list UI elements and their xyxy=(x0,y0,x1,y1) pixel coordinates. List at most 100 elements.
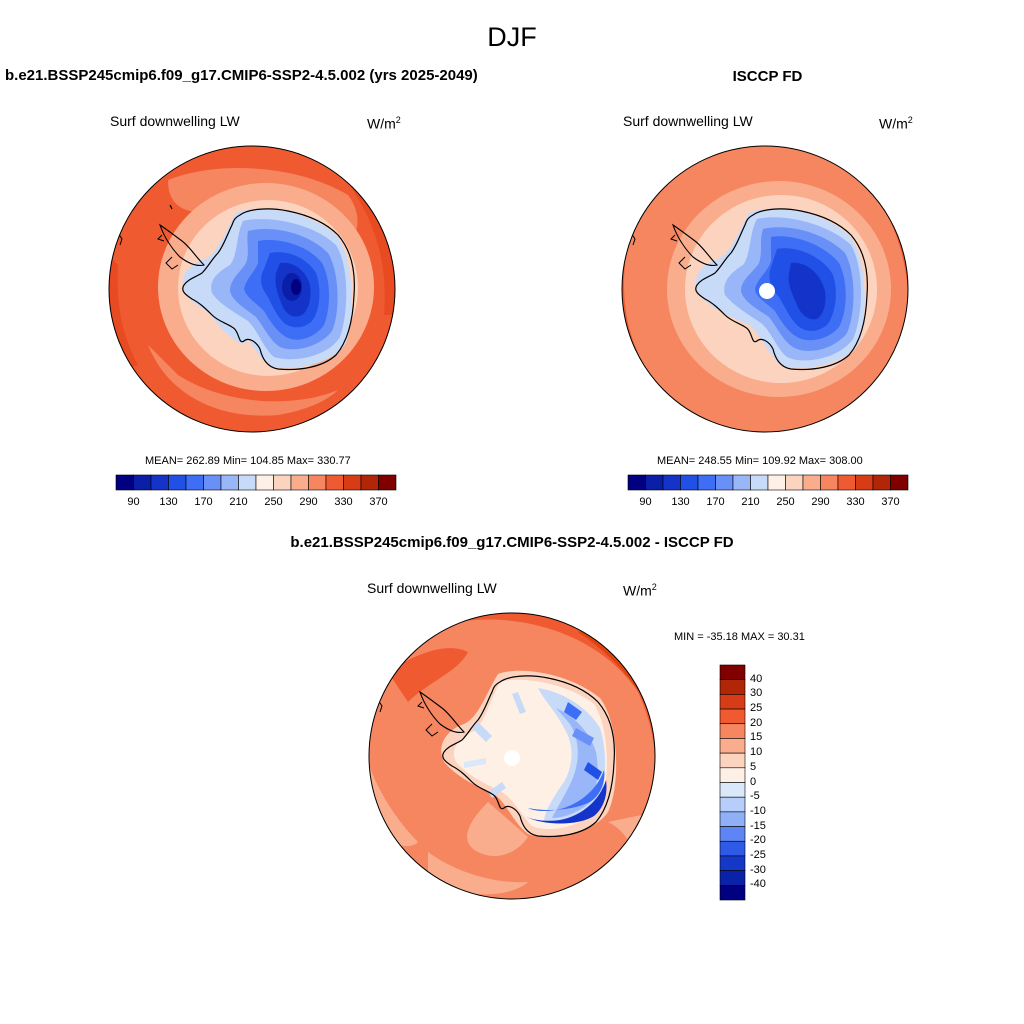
diff-colorbar-tick-label: 10 xyxy=(750,746,763,759)
diff-polar-map xyxy=(368,612,656,900)
case-colorbar-labels: 90 130 170 210 250 290 330 370 xyxy=(116,496,396,510)
case-colorbar-box xyxy=(325,474,344,491)
obs-colorbar-tick-label: 170 xyxy=(706,496,725,508)
obs-colorbar-box xyxy=(680,474,699,491)
case-colorbar-box xyxy=(185,474,204,491)
obs-colorbar-box xyxy=(662,474,681,491)
obs-colorbar-box xyxy=(820,474,839,491)
obs-colorbar-box xyxy=(627,474,646,491)
diff-variable-label: Surf downwelling LW xyxy=(367,580,497,596)
diff-colorbar-tick-label: 25 xyxy=(750,702,763,715)
diff-colorbar-tick-label: -5 xyxy=(750,790,760,803)
case-colorbar-tick-label: 170 xyxy=(194,496,213,508)
diff-colorbar-box xyxy=(719,752,746,769)
case-colorbar xyxy=(115,474,397,491)
obs-colorbar-box xyxy=(767,474,786,491)
case-colorbar-box xyxy=(168,474,187,491)
diff-colorbar-box xyxy=(719,723,746,739)
diff-colorbar-tick-label: 30 xyxy=(750,687,763,700)
case-colorbar-box xyxy=(150,474,169,491)
case-colorbar-box xyxy=(290,474,309,491)
obs-colorbar-tick-label: 290 xyxy=(811,496,830,508)
diff-colorbar-tick-label: 20 xyxy=(750,716,763,729)
obs-colorbar-box xyxy=(697,474,716,491)
diff-colorbar-labels: 40 30 25 20 15 10 5 0 -5 -10 -15 -20 -25 -30 -40 xyxy=(750,665,790,900)
case-colorbar-box xyxy=(115,474,134,491)
obs-colorbar-box xyxy=(732,474,751,491)
obs-units-label: W/m2 xyxy=(879,115,913,132)
case-panel-title: b.e21.BSSP245cmip6.f09_g17.CMIP6-SSP2-4.… xyxy=(5,67,478,84)
diff-colorbar-box xyxy=(719,840,746,857)
diff-colorbar-box xyxy=(719,826,746,842)
case-colorbar-box xyxy=(378,474,397,491)
case-colorbar-box xyxy=(238,474,257,491)
obs-colorbar-labels: 90 130 170 210 250 290 330 370 xyxy=(628,496,908,510)
diff-colorbar xyxy=(719,664,746,901)
diff-colorbar-box xyxy=(719,855,746,871)
case-colorbar-tick-label: 90 xyxy=(127,496,140,508)
case-units-label: W/m2 xyxy=(367,115,401,132)
case-colorbar-tick-label: 330 xyxy=(334,496,353,508)
obs-colorbar-tick-label: 250 xyxy=(776,496,795,508)
obs-colorbar-box xyxy=(837,474,856,491)
diff-stats: MIN = -35.18 MAX = 30.31 xyxy=(674,631,805,643)
diff-colorbar-box xyxy=(719,796,746,813)
diff-colorbar-tick-label: -15 xyxy=(750,819,766,832)
case-colorbar-tick-label: 210 xyxy=(229,496,248,508)
diff-colorbar-box xyxy=(719,664,746,680)
diff-colorbar-box xyxy=(719,885,746,901)
obs-colorbar-tick-label: 370 xyxy=(881,496,900,508)
case-colorbar-box xyxy=(203,474,222,491)
case-polar-map xyxy=(108,145,396,433)
case-colorbar-tick-label: 370 xyxy=(369,496,388,508)
obs-colorbar-tick-label: 90 xyxy=(639,496,652,508)
case-colorbar-box xyxy=(133,474,152,491)
diff-colorbar-tick-label: -10 xyxy=(750,804,766,817)
obs-colorbar-box xyxy=(890,474,909,491)
obs-colorbar-tick-label: 330 xyxy=(846,496,865,508)
diff-colorbar-tick-label: 5 xyxy=(750,760,757,773)
obs-colorbar-box xyxy=(855,474,874,491)
obs-stats: MEAN= 248.55 Min= 109.92 Max= 308.00 xyxy=(657,455,863,467)
obs-colorbar-box xyxy=(785,474,804,491)
obs-colorbar-tick-label: 210 xyxy=(741,496,760,508)
diff-colorbar-tick-label: -40 xyxy=(750,878,766,891)
diff-colorbar-tick-label: -30 xyxy=(750,863,766,876)
diff-units-label: W/m2 xyxy=(623,582,657,599)
diff-colorbar-tick-label: 40 xyxy=(750,672,763,685)
diff-colorbar-box xyxy=(719,767,746,783)
case-colorbar-box xyxy=(220,474,239,491)
diff-colorbar-tick-label: 0 xyxy=(750,775,757,788)
obs-colorbar-box xyxy=(802,474,821,491)
case-colorbar-box xyxy=(273,474,292,491)
obs-colorbar-box xyxy=(872,474,891,491)
diff-colorbar-tick-label: -20 xyxy=(750,834,766,847)
case-colorbar-tick-label: 250 xyxy=(264,496,283,508)
diff-colorbar-box xyxy=(719,694,746,710)
diff-colorbar-box xyxy=(719,811,746,827)
case-colorbar-box xyxy=(308,474,327,491)
diff-colorbar-box xyxy=(719,708,746,725)
diff-colorbar-box xyxy=(719,738,746,754)
case-variable-label: Surf downwelling LW xyxy=(110,113,240,129)
obs-colorbar-box xyxy=(645,474,664,491)
obs-colorbar-box xyxy=(750,474,769,491)
season-title: DJF xyxy=(487,22,537,52)
obs-panel-title: ISCCP FD xyxy=(732,68,803,85)
diff-colorbar-box xyxy=(719,679,746,695)
obs-colorbar-box xyxy=(715,474,734,491)
obs-colorbar xyxy=(627,474,909,491)
diff-colorbar-tick-label: -25 xyxy=(750,848,766,861)
obs-colorbar-tick-label: 130 xyxy=(671,496,690,508)
case-colorbar-box xyxy=(255,474,274,491)
diff-panel-title: b.e21.BSSP245cmip6.f09_g17.CMIP6-SSP2-4.… xyxy=(290,534,734,551)
case-colorbar-tick-label: 130 xyxy=(159,496,178,508)
obs-polar-map xyxy=(621,145,909,433)
case-stats: MEAN= 262.89 Min= 104.85 Max= 330.77 xyxy=(145,455,351,467)
case-colorbar-box xyxy=(343,474,362,491)
case-colorbar-tick-label: 290 xyxy=(299,496,318,508)
obs-variable-label: Surf downwelling LW xyxy=(623,113,753,129)
case-colorbar-box xyxy=(360,474,379,491)
diff-colorbar-tick-label: 15 xyxy=(750,731,763,744)
diff-colorbar-box xyxy=(719,782,746,798)
